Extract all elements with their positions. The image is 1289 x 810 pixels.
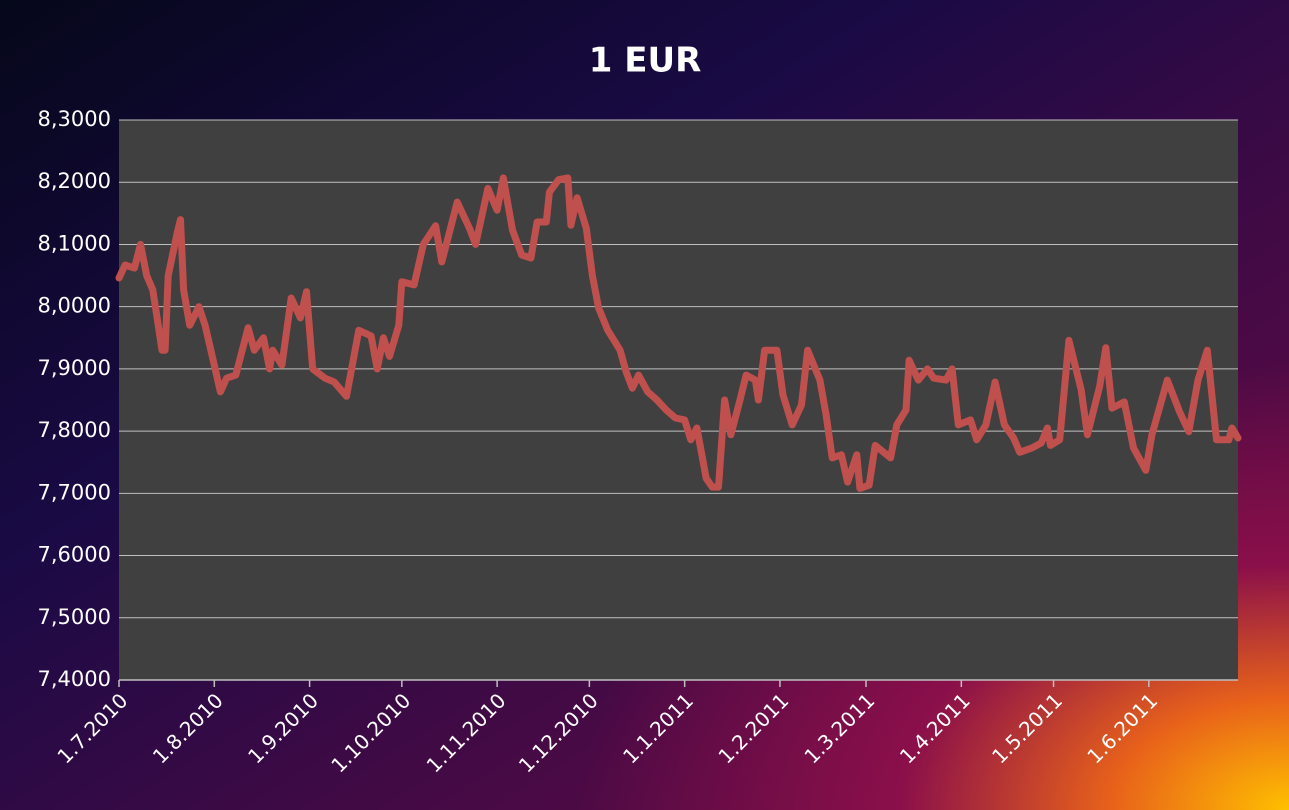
y-tick-label: 7,6000 (38, 543, 111, 567)
y-tick-label: 7,5000 (38, 605, 111, 629)
plot-area (119, 120, 1238, 680)
y-tick-label: 8,3000 (38, 107, 111, 131)
y-tick-label: 7,8000 (38, 418, 111, 442)
chart-title: 1 EUR (589, 41, 702, 81)
y-tick-label: 8,0000 (38, 294, 111, 318)
y-tick-label: 8,2000 (38, 169, 111, 193)
data-line (115, 174, 1242, 492)
y-tick-label: 7,9000 (38, 356, 111, 380)
y-tick-label: 7,7000 (38, 480, 111, 504)
y-tick-label: 7,4000 (38, 667, 111, 691)
y-tick-label: 8,1000 (38, 231, 111, 255)
